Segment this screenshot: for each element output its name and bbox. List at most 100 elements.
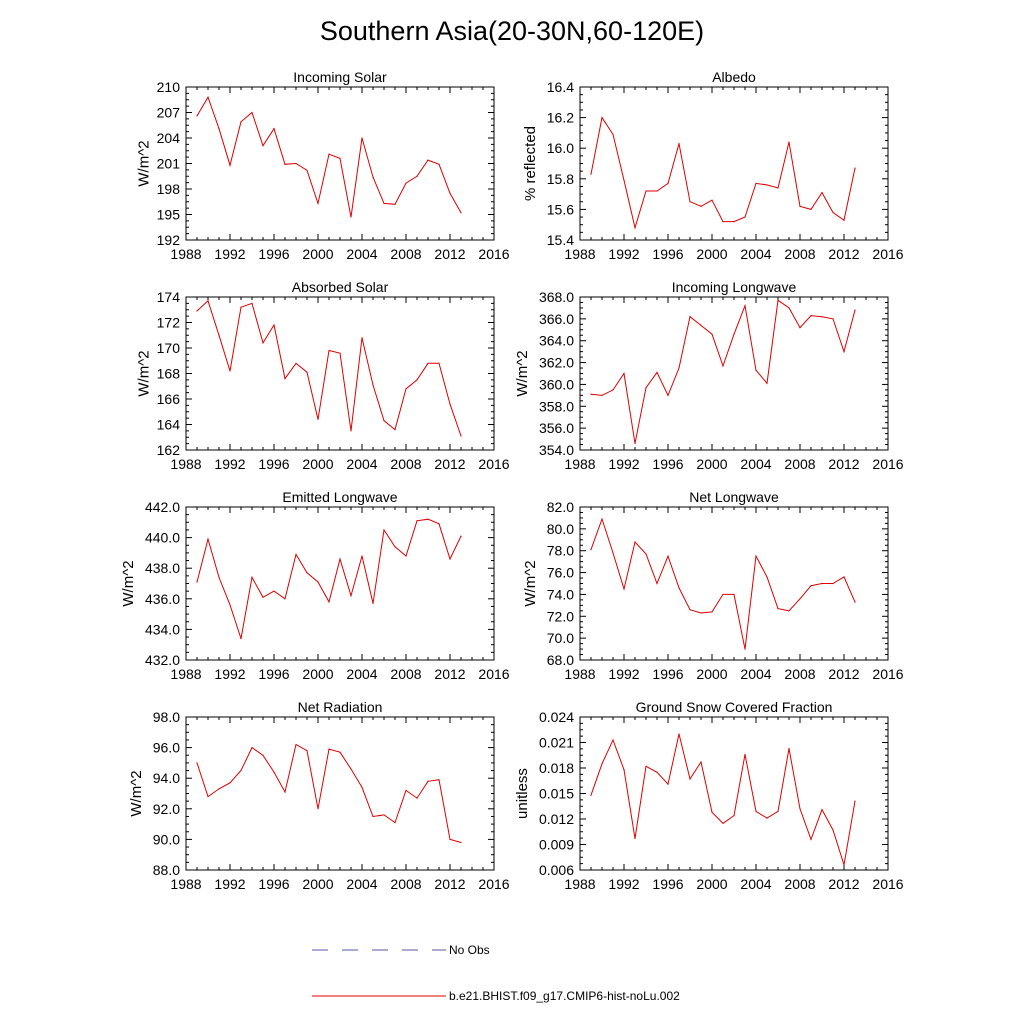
x-tick-label: 2004 [346,666,377,682]
data-point [427,518,429,520]
data-point [601,763,603,765]
data-point [623,179,625,181]
data-point [361,337,363,339]
x-tick-label: 2016 [872,456,903,472]
data-point [722,221,724,223]
x-tick-label: 2012 [828,876,859,892]
data-point [460,435,462,437]
data-point [755,369,757,371]
x-tick-label: 2016 [872,666,903,682]
y-axis-label: W/m^2 [514,350,531,396]
data-point [317,202,319,205]
panel-title: Emitted Longwave [282,489,397,505]
x-tick-label: 2016 [478,876,509,892]
data-point [284,791,286,793]
x-tick-label: 2012 [434,876,465,892]
data-point [207,795,209,798]
x-tick-label: 1988 [564,876,595,892]
x-tick-label: 1988 [564,246,595,262]
y-tick-label: 440.0 [145,530,180,546]
data-point [295,743,297,746]
data-point [460,212,462,214]
data-point [405,388,407,390]
data-point [196,310,198,312]
data-point [689,778,691,780]
y-tick-label: 68.0 [547,652,574,668]
y-tick-label: 88.0 [153,862,180,878]
x-tick-label: 2008 [390,666,421,682]
y-tick-label: 436.0 [145,591,180,607]
data-point [711,611,713,613]
data-point [854,309,856,311]
y-tick-label: 192 [157,232,181,248]
data-point [438,362,440,364]
x-tick-label: 1992 [608,876,639,892]
y-tick-label: 201 [157,156,181,172]
y-axis-label: W/m^2 [136,350,153,396]
data-point [766,382,768,384]
y-tick-label: 80.0 [547,521,574,537]
data-point [590,393,592,395]
data-point [339,352,341,354]
data-point [416,520,418,522]
panel: Absorbed Solar 1988 1992 1996 2000 2004 2008 20… [136,279,510,472]
data-point [843,864,845,866]
data-point [810,838,812,841]
data-point [218,576,220,578]
data-point [438,163,440,165]
data-point [843,351,845,353]
data-point [372,176,374,178]
x-tick-label: 1988 [564,456,595,472]
panels: Incoming Solar 1988 1992 1996 2000 2004 2008 20… [120,69,904,892]
data-point [821,582,823,585]
panel-title: Incoming Longwave [672,279,797,295]
data-point [766,184,768,186]
data-point [744,216,746,218]
data-point [229,604,231,606]
x-tick-label: 2004 [346,246,377,262]
data-point [394,821,396,824]
data-point [196,581,198,583]
data-point [854,800,856,802]
x-tick-label: 2000 [302,246,333,262]
data-point [262,342,264,344]
y-tick-label: 360.0 [539,376,574,392]
y-tick-label: 0.009 [539,837,574,853]
x-tick-label: 2004 [740,246,771,262]
y-tick-label: 90.0 [153,831,180,847]
x-tick-label: 2004 [346,876,377,892]
y-tick-label: 356.0 [539,420,574,436]
data-point [623,588,625,590]
data-point [438,523,440,525]
data-point [383,814,385,816]
data-point [251,576,253,578]
data-point [438,779,440,781]
x-tick-label: 1996 [652,876,683,892]
data-point [711,333,713,335]
legend-obs-label: No Obs [449,943,490,957]
y-tick-label: 15.8 [547,171,574,187]
data-point [700,612,702,614]
data-point [700,761,702,763]
data-point [218,128,220,130]
data-point [361,137,363,139]
panel-title: Absorbed Solar [292,279,389,295]
data-point [667,555,669,557]
y-tick-label: 0.024 [539,709,574,725]
data-point [350,595,352,597]
data-point [854,167,856,169]
data-point [689,609,691,611]
data-point [405,555,407,557]
data-point [416,379,418,381]
y-tick-label: 358.0 [539,398,574,414]
data-point [601,518,603,520]
data-point [295,162,297,165]
y-axis-label: W/m^2 [136,140,153,186]
x-tick-label: 1992 [608,666,639,682]
data-point [722,593,724,596]
data-point [273,590,275,592]
y-tick-label: 16.2 [547,110,574,126]
data-point [656,582,658,585]
x-tick-label: 1988 [170,666,201,682]
x-tick-label: 2012 [434,246,465,262]
